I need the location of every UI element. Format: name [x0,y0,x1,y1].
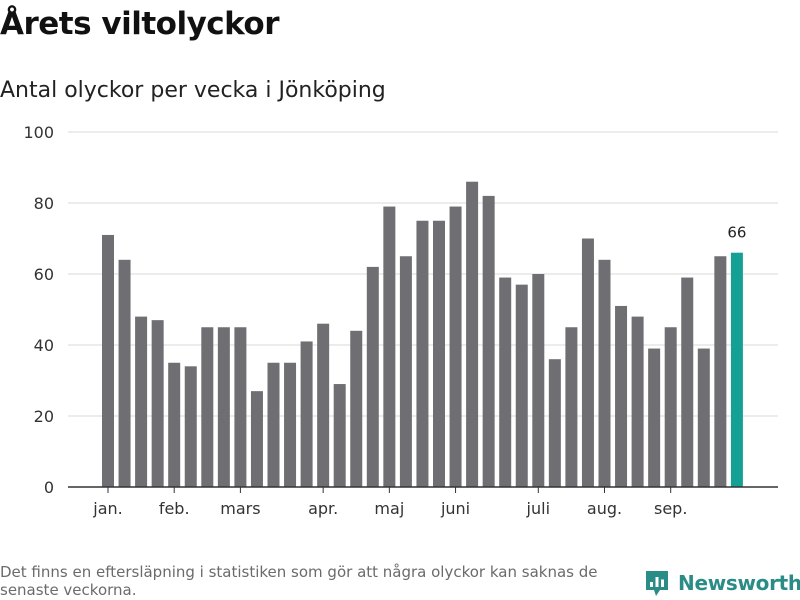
y-tick-label: 20 [34,407,54,426]
x-tick-label: aug. [587,499,622,518]
bar [234,327,247,487]
chart-subtitle: Antal olyckor per vecka i Jönköping [0,78,386,103]
bar-chart-speech-bubble-icon [646,571,668,596]
bar [168,362,181,487]
x-tick-label: jan. [92,499,122,518]
y-tick-label: 60 [34,265,54,284]
bar [184,366,197,487]
chart-title: Årets viltolyckor [0,6,280,42]
x-tick-label: juni [440,499,470,518]
x-tick-label: maj [374,499,404,518]
bar [433,220,445,487]
bar [102,234,114,487]
bar [697,348,710,487]
bar [366,266,379,487]
y-tick-label: 100 [23,123,54,142]
bar [317,323,330,487]
bar [548,359,561,487]
x-tick-label: apr. [308,499,338,518]
footnote: Det finns en eftersläpning i statistiken… [0,563,598,599]
bar [482,195,495,487]
bar [615,305,628,487]
brand-name: Newsworthy [678,571,800,595]
bar [416,220,429,487]
bar [267,362,280,487]
bar [598,259,611,487]
bar [118,259,131,487]
bar [135,316,148,487]
data-label: 66 [727,224,746,242]
y-tick-label: 0 [44,478,54,497]
bar [350,330,363,487]
bar [383,206,396,488]
bar [466,181,479,487]
bar [581,238,594,487]
bar-chart: 0 20 40 60 80 100 66 jan. feb. mars apr. maj juni jul… [23,123,778,518]
bar [714,256,727,487]
bar [532,274,545,487]
bar [730,252,743,487]
x-tick-label: juli [526,499,550,518]
x-tick-label: mars [220,499,260,518]
x-tick-label: sep. [654,499,687,518]
x-tick-label: feb. [159,499,190,518]
bar [217,327,230,487]
bar [648,348,661,487]
bar [631,316,644,487]
bar [515,284,528,487]
bar [449,206,462,488]
bar [333,384,346,487]
y-tick-label: 40 [34,336,54,355]
bar [300,341,313,487]
bar [201,327,214,487]
bar [250,391,263,487]
brand[interactable]: Newsworthy [644,569,800,597]
bar [565,327,578,487]
bar [151,320,164,487]
bar [664,327,677,487]
bar [284,362,297,487]
bar [499,277,512,487]
bar [681,277,694,487]
y-tick-label: 80 [34,194,54,213]
bar [399,256,412,487]
